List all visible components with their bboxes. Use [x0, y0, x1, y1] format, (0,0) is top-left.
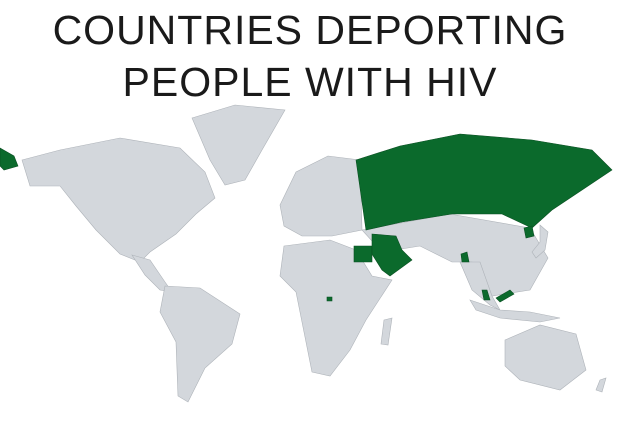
equatorial-guinea — [326, 296, 333, 302]
malaysia-peninsula — [481, 289, 491, 301]
japan — [531, 224, 549, 259]
title-line-2: PEOPLE WITH HIV — [122, 59, 498, 105]
greenland — [191, 104, 286, 186]
south-america — [159, 285, 241, 403]
indonesia — [469, 299, 561, 323]
new-zealand — [595, 377, 607, 393]
bangladesh — [460, 251, 470, 263]
north-korea — [523, 225, 535, 239]
australia — [504, 324, 587, 391]
north-america — [21, 137, 216, 263]
madagascar — [380, 317, 393, 346]
africa — [279, 239, 393, 377]
russia — [355, 133, 613, 231]
russia-far-east-left-edge — [0, 147, 19, 171]
title-line-1: COUNTRIES DEPORTING — [52, 7, 568, 53]
europe — [279, 155, 363, 237]
malaysia-borneo — [495, 289, 515, 303]
egypt — [353, 245, 373, 263]
saudi-arabia-iraq-jordan — [371, 233, 413, 277]
